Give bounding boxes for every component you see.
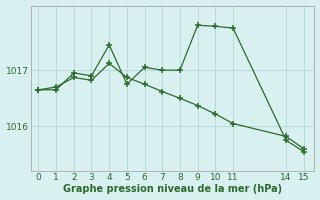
X-axis label: Graphe pression niveau de la mer (hPa): Graphe pression niveau de la mer (hPa): [63, 184, 283, 194]
